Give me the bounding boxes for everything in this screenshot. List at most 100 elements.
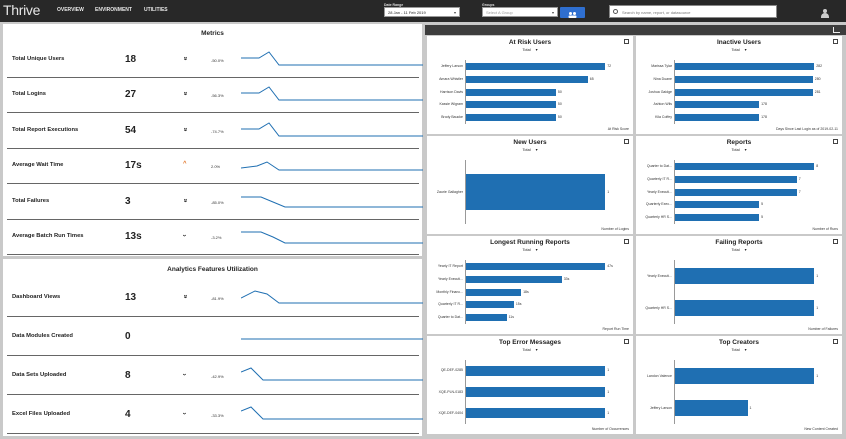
analytics-row: Dashboard Views 13 » -81.9% (7, 278, 423, 317)
expand-icon[interactable] (833, 39, 838, 44)
analytics-value: 13 (125, 291, 137, 303)
bar-value: 47s (607, 263, 613, 268)
chevron-down-icon: ▾ (535, 48, 538, 52)
bar[interactable] (675, 162, 815, 170)
bar[interactable] (675, 300, 815, 316)
analytics-label: Data Modules Created (12, 332, 73, 339)
card-total-label: Total (731, 248, 740, 252)
sparkline-series (241, 231, 423, 244)
bar[interactable] (466, 314, 507, 322)
bar-label: Nina Duane (653, 76, 672, 81)
card-total-select[interactable]: Total ▾ (427, 347, 633, 352)
card-total-select[interactable]: Total ▾ (636, 247, 842, 252)
expand-icon[interactable] (624, 139, 629, 144)
nav-environment[interactable]: ENVIRONMENT (95, 7, 132, 13)
bar[interactable] (466, 408, 606, 419)
bar[interactable] (466, 62, 606, 70)
card-axis-label: New Content Created (804, 427, 838, 431)
search-placeholder: Search by name, report, or datasource (622, 10, 691, 15)
card-total-select[interactable]: Total ▾ (636, 47, 842, 52)
metric-row: Average Wait Time 17s ^ 2.0% (7, 149, 423, 184)
expand-icon[interactable] (833, 339, 838, 344)
card-total-select[interactable]: Total ▾ (427, 247, 633, 252)
bar-label: Brody Baucke (441, 115, 463, 120)
bar[interactable] (466, 88, 556, 96)
user-avatar-icon[interactable] (821, 9, 829, 18)
analytics-change: -33.3% (211, 412, 224, 418)
nav-overview[interactable]: OVERVIEW (57, 7, 84, 13)
bar[interactable] (675, 400, 748, 416)
chevron-down-icon: ▾ (744, 48, 747, 52)
search-icon (613, 9, 618, 14)
card-total-select[interactable]: Total ▾ (636, 347, 842, 352)
card-title: New Users (513, 139, 547, 146)
bar-label: Landon Valence (646, 373, 672, 378)
bar[interactable] (466, 288, 522, 296)
search-input[interactable]: Search by name, report, or datasource (609, 5, 777, 18)
date-range-select[interactable]: 28 Jan - 11 Feb 2019 ▾ (384, 7, 460, 17)
trend-down-icon: › (180, 411, 188, 415)
metric-change: -50.0% (211, 57, 224, 63)
bar[interactable] (675, 114, 760, 122)
card-total-label: Total (731, 348, 740, 352)
bar[interactable] (675, 175, 797, 183)
bar-value: 1 (816, 373, 819, 378)
bar-value: 1 (607, 189, 610, 194)
metric-value: 54 (125, 124, 137, 136)
card-total-select[interactable]: Total ▾ (427, 47, 633, 52)
bar[interactable] (466, 387, 606, 397)
bar[interactable] (675, 201, 760, 209)
chart-icon[interactable] (833, 27, 840, 33)
bar[interactable] (675, 268, 815, 284)
card-title: Top Creators (719, 339, 759, 346)
bar-label: Amara Whistler (439, 76, 463, 81)
nav-utilities[interactable]: UTILITIES (144, 7, 168, 13)
bar-label: XQE-DEF-0404 (438, 410, 463, 415)
bar-label: Yearly Executi... (438, 276, 463, 281)
trend-down-double-icon: » (181, 56, 189, 61)
bar-label: Quarter to Dat... (646, 163, 672, 168)
expand-icon[interactable] (624, 239, 629, 244)
chevron-down-icon: ▾ (453, 10, 456, 15)
bar-value: 1 (749, 405, 752, 410)
chevron-down-icon: ▾ (744, 148, 747, 152)
card-total-select[interactable]: Total ▾ (636, 147, 842, 152)
expand-icon[interactable] (624, 339, 629, 344)
expand-icon[interactable] (833, 239, 838, 244)
bar[interactable] (466, 75, 588, 83)
bar-label: Quarter to Dat... (437, 315, 463, 320)
bar[interactable] (675, 101, 760, 109)
sparkline-series (241, 196, 423, 208)
bar[interactable] (675, 188, 797, 196)
top-creators-card: Top Creators Total ▾ New Content Created Lan… (636, 336, 842, 434)
bar[interactable] (466, 262, 606, 270)
bar[interactable] (675, 62, 815, 70)
bar[interactable] (466, 114, 556, 122)
bar-value: 1 (607, 368, 610, 373)
bar[interactable] (675, 368, 815, 384)
bar[interactable] (675, 214, 760, 222)
expand-icon[interactable] (833, 139, 838, 144)
bar-label: Quarterly IT R... (438, 302, 463, 307)
card-total-select[interactable]: Total ▾ (427, 147, 633, 152)
bar-label: Jeffery Larson (440, 63, 463, 68)
bar[interactable] (466, 174, 606, 210)
bar[interactable] (466, 101, 556, 109)
bar-label: Kila Coffey (655, 115, 672, 120)
bar[interactable] (466, 365, 606, 376)
bar[interactable] (675, 88, 813, 96)
app-logo[interactable]: Thrive (3, 2, 41, 18)
metric-change: -56.3% (211, 93, 224, 99)
groups-select[interactable]: Select A Group ▾ (482, 7, 558, 17)
bar[interactable] (466, 275, 562, 283)
bar-value: 5 (761, 202, 764, 207)
analytics-label: Data Sets Uploaded (12, 371, 67, 378)
bar[interactable] (675, 75, 813, 83)
group-users-button[interactable] (560, 7, 585, 18)
expand-icon[interactable] (624, 39, 629, 44)
reports-card: Reports Total ▾ Number of Runs Quarter to Da… (636, 136, 842, 234)
card-title: Top Error Messages (498, 339, 561, 346)
metric-label: Total Failures (12, 197, 50, 204)
trend-down-double-icon: » (181, 91, 189, 96)
bar[interactable] (466, 301, 514, 309)
